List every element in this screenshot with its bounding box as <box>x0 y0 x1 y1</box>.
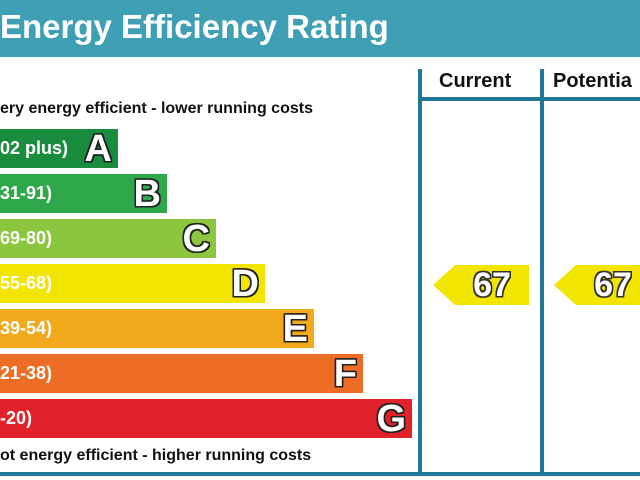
top-caption: ery energy efficient - lower running cos… <box>0 100 313 117</box>
current-rating-value: 67 <box>473 265 511 304</box>
band-letter: D <box>231 263 259 305</box>
header-row-bottom <box>418 97 640 101</box>
band-letter: C <box>182 218 210 260</box>
divider-potential-left <box>540 69 544 476</box>
band-g: -20) G <box>0 399 412 438</box>
band-letter: B <box>133 173 161 215</box>
column-header-current: Current <box>439 70 512 92</box>
divider-current-left <box>418 69 422 476</box>
potential-rating-arrow: 67 <box>554 264 640 305</box>
band-range-label: 02 plus) <box>0 138 69 158</box>
band-range-label: 31-91) <box>0 183 53 203</box>
bottom-caption: ot energy efficient - higher running cos… <box>0 447 312 464</box>
arrow-shape <box>554 264 640 305</box>
bottom-border <box>0 472 640 476</box>
band-range-label: 21-38) <box>0 363 53 383</box>
current-rating-arrow: 67 <box>433 264 529 305</box>
band-range-label: -20) <box>0 408 33 428</box>
header-bar: Energy Efficiency Rating <box>0 0 640 57</box>
arrow-shape <box>433 264 529 305</box>
band-letter: E <box>282 308 308 350</box>
band-range-label: 55-68) <box>0 273 53 293</box>
chart-title: Energy Efficiency Rating <box>0 8 389 45</box>
potential-rating-value: 67 <box>594 265 632 304</box>
band-letter: G <box>376 398 406 440</box>
band-range-label: 39-54) <box>0 318 53 338</box>
band-d: 55-68) D <box>0 264 265 303</box>
band-c: 69-80) C <box>0 219 216 258</box>
band-range-label: 69-80) <box>0 228 53 248</box>
band-f: 21-38) F <box>0 354 363 393</box>
band-letter: F <box>333 353 357 395</box>
band-b: 31-91) B <box>0 174 167 213</box>
band-letter: A <box>84 128 112 170</box>
column-header-potential: Potentia <box>553 70 632 92</box>
band-a: 02 plus) A <box>0 129 118 168</box>
band-e: 39-54) E <box>0 309 314 348</box>
